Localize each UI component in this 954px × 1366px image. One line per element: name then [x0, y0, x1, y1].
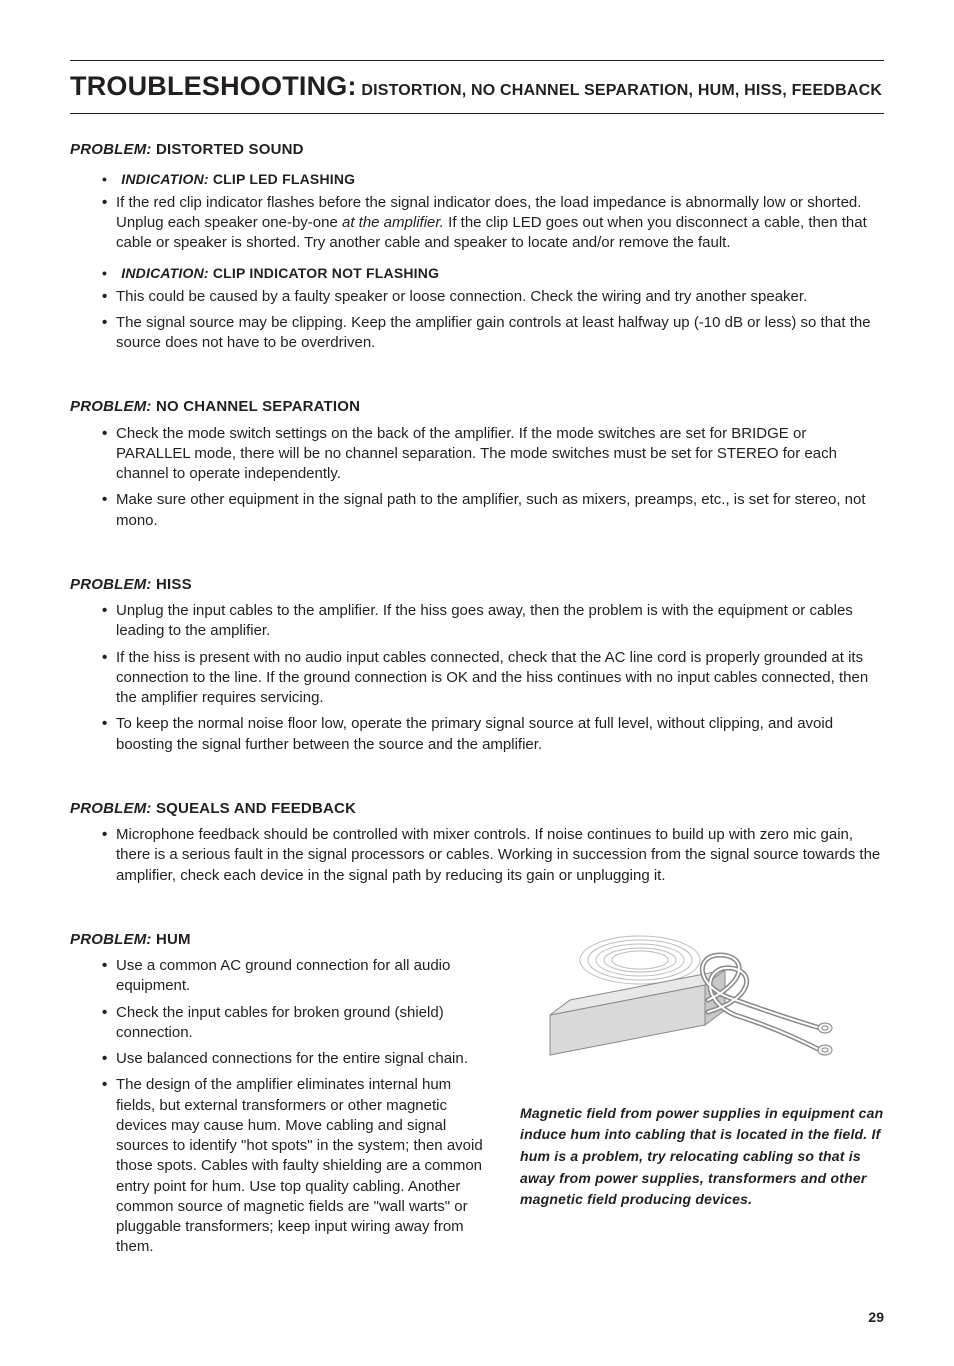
list-item: Microphone feedback should be controlled…: [102, 825, 884, 886]
illustration-caption: Magnetic field from power supplies in eq…: [520, 1103, 884, 1211]
list-item: Check the mode switch settings on the ba…: [102, 424, 884, 485]
list-item: This could be caused by a faulty speaker…: [102, 287, 884, 307]
list-item: The signal source may be clipping. Keep …: [102, 313, 884, 354]
bullet-list: This could be caused by a faulty speaker…: [102, 287, 884, 354]
list-item: If the hiss is present with no audio inp…: [102, 648, 884, 709]
problem-title: HISS: [152, 576, 192, 593]
problem-distorted-sound: PROBLEM: DISTORTED SOUND • INDICATION: C…: [70, 140, 884, 354]
problem-title: SQUEALS AND FEEDBACK: [152, 800, 357, 817]
problem-title: NO CHANNEL SEPARATION: [152, 398, 361, 415]
problem-label: PROBLEM:: [70, 398, 152, 415]
indication-text: CLIP INDICATOR NOT FLASHING: [209, 265, 439, 281]
indication-heading: • INDICATION: CLIP LED FLASHING: [102, 170, 884, 189]
list-item: Make sure other equipment in the signal …: [102, 490, 884, 531]
list-item: To keep the normal noise floor low, oper…: [102, 714, 884, 755]
problem-label: PROBLEM:: [70, 576, 152, 593]
problem-hiss: PROBLEM: HISS Unplug the input cables to…: [70, 575, 884, 755]
list-item: Use a common AC ground connection for al…: [102, 956, 490, 997]
title-sub: DISTORTION, NO CHANNEL SEPARATION, HUM, …: [357, 82, 882, 99]
problem-label: PROBLEM:: [70, 800, 152, 817]
list-item: Use balanced connections for the entire …: [102, 1049, 490, 1069]
problem-title: HUM: [152, 931, 191, 948]
bullet-list: If the red clip indicator flashes before…: [102, 193, 884, 254]
problem-heading: PROBLEM: SQUEALS AND FEEDBACK: [70, 799, 884, 819]
bullet-list: Microphone feedback should be controlled…: [102, 825, 884, 886]
problem-title: DISTORTED SOUND: [152, 141, 304, 158]
indication-text: CLIP LED FLASHING: [209, 171, 355, 187]
indication-label: INDICATION:: [121, 265, 209, 281]
problem-heading: PROBLEM: HUM: [70, 930, 490, 950]
problem-heading: PROBLEM: HISS: [70, 575, 884, 595]
magnetic-field-illustration: [520, 930, 884, 1085]
problem-heading: PROBLEM: NO CHANNEL SEPARATION: [70, 397, 884, 417]
problem-heading: PROBLEM: DISTORTED SOUND: [70, 140, 884, 160]
indication-label: INDICATION:: [121, 171, 209, 187]
bullet-list: Unplug the input cables to the amplifier…: [102, 601, 884, 755]
problem-squeals-feedback: PROBLEM: SQUEALS AND FEEDBACK Microphone…: [70, 799, 884, 886]
list-item: Check the input cables for broken ground…: [102, 1003, 490, 1044]
bullet-list: Use a common AC ground connection for al…: [102, 956, 490, 1258]
page-title: TROUBLESHOOTING: DISTORTION, NO CHANNEL …: [70, 60, 884, 114]
page-number: 29: [70, 1308, 884, 1327]
list-item: The design of the amplifier eliminates i…: [102, 1075, 490, 1257]
list-item: Unplug the input cables to the amplifier…: [102, 601, 884, 642]
problem-label: PROBLEM:: [70, 931, 152, 948]
problem-no-channel-separation: PROBLEM: NO CHANNEL SEPARATION Check the…: [70, 397, 884, 531]
bullet-list: Check the mode switch settings on the ba…: [102, 424, 884, 531]
indication-heading: • INDICATION: CLIP INDICATOR NOT FLASHIN…: [102, 264, 884, 283]
list-item: If the red clip indicator flashes before…: [102, 193, 884, 254]
problem-hum: PROBLEM: HUM Use a common AC ground conn…: [70, 930, 884, 1264]
title-main: TROUBLESHOOTING:: [70, 71, 357, 101]
problem-label: PROBLEM:: [70, 141, 152, 158]
